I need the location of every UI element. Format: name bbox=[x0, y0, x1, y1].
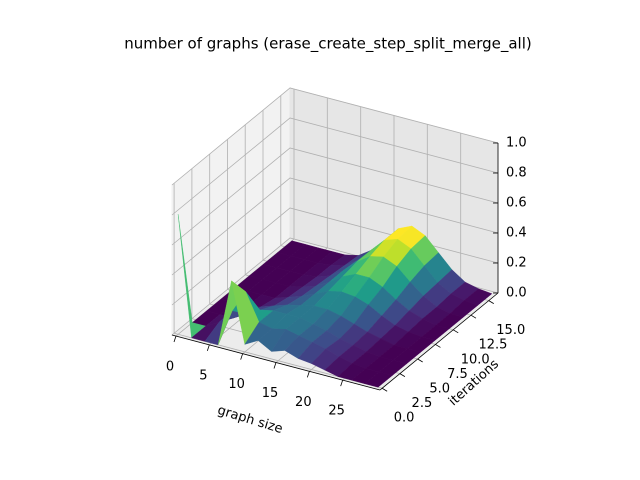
z-tick-label: 0.2 bbox=[506, 256, 527, 271]
x-tick-label: 0 bbox=[166, 360, 174, 375]
x-tick-label: 20 bbox=[295, 395, 312, 410]
tick-mark bbox=[340, 380, 344, 387]
y-tick-label: 2.5 bbox=[412, 396, 433, 411]
tick-mark bbox=[488, 300, 494, 304]
tick-mark bbox=[417, 358, 423, 363]
z-tick-label: 0.6 bbox=[506, 196, 527, 211]
grid-line bbox=[171, 177, 499, 276]
y-tick-label: 12.5 bbox=[479, 338, 508, 353]
grid-line bbox=[171, 117, 499, 216]
z-tick-label: 1.0 bbox=[506, 136, 527, 151]
x-tick-label: 15 bbox=[262, 386, 279, 401]
x-tick-label: 10 bbox=[228, 377, 245, 392]
tick-mark bbox=[240, 353, 244, 360]
x-axis-line bbox=[171, 334, 381, 391]
z-tick-label: 0.8 bbox=[506, 166, 527, 181]
z-tick-label: 0.4 bbox=[506, 226, 527, 241]
tick-mark bbox=[381, 387, 388, 392]
y-tick-label: 10.0 bbox=[461, 352, 490, 367]
y-tick-label: 0.0 bbox=[394, 411, 415, 426]
tick-mark bbox=[435, 344, 441, 348]
tick-mark bbox=[470, 314, 477, 319]
tick-mark bbox=[399, 373, 406, 377]
tick-mark bbox=[206, 344, 210, 351]
y-tick-label: 5.0 bbox=[429, 382, 450, 397]
tick-mark bbox=[453, 329, 459, 334]
x-tick-label: 25 bbox=[328, 404, 345, 419]
grid-line bbox=[171, 147, 499, 246]
chart-title: number of graphs (erase_create_step_spli… bbox=[124, 35, 532, 54]
x-tick-label: 5 bbox=[199, 368, 207, 383]
y-tick-label: 7.5 bbox=[447, 367, 468, 382]
tick-mark bbox=[306, 371, 310, 378]
y-axis-line bbox=[379, 292, 499, 391]
grid-line bbox=[171, 87, 499, 186]
tick-mark bbox=[173, 335, 177, 343]
z-tick-label: 0.0 bbox=[506, 286, 527, 301]
y-tick-label: 15.0 bbox=[496, 323, 525, 338]
tick-mark bbox=[273, 362, 277, 369]
surface-face bbox=[364, 371, 393, 388]
